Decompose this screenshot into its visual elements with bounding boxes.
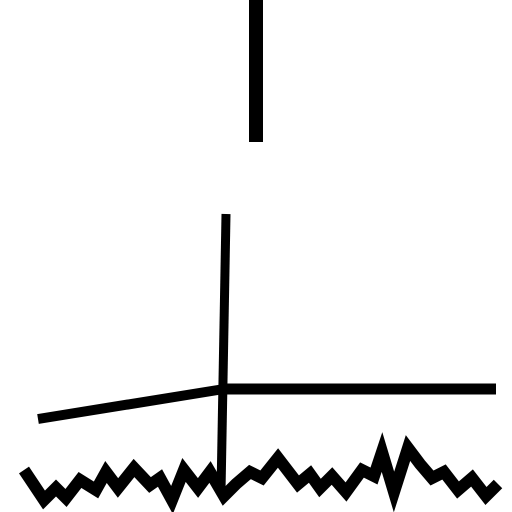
left-slanted-line (37, 384, 225, 424)
center-vertical-line (216, 213, 231, 493)
jagged-ground-line (19, 432, 503, 512)
